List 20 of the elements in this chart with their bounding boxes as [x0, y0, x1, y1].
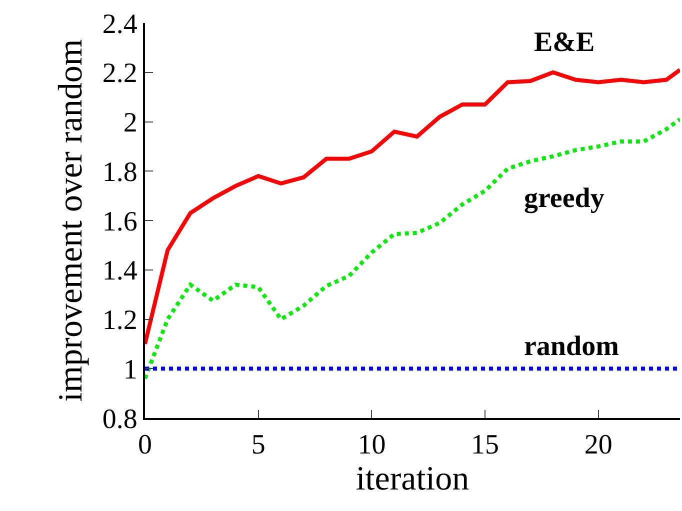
x-tick-label: 10	[358, 430, 386, 461]
y-tick-label: 0.8	[102, 404, 138, 435]
y-tick-label: 1.4	[102, 256, 138, 287]
x-tick-label: 15	[471, 430, 500, 461]
series-label: greedy	[524, 183, 604, 214]
line-series	[145, 117, 680, 380]
y-tick-label: 2.4	[102, 8, 138, 40]
y-tick-label: 1.2	[102, 305, 138, 336]
y-tick-label: 1	[123, 354, 138, 386]
x-tick-label: 20	[584, 430, 612, 461]
series-label: random	[524, 331, 619, 362]
x-tick-label: 0	[138, 430, 152, 461]
series-label: E&E	[534, 27, 595, 58]
y-tick-label: 1.8	[102, 156, 138, 188]
y-tick-label: 1.6	[102, 206, 138, 238]
y-tick-label: 2	[123, 108, 138, 139]
y-tick-label: 2.2	[102, 58, 138, 90]
x-tick-label: 5	[251, 430, 266, 461]
x-axis-title: iteration	[356, 460, 470, 498]
y-axis-title: improvement over random	[52, 39, 90, 402]
